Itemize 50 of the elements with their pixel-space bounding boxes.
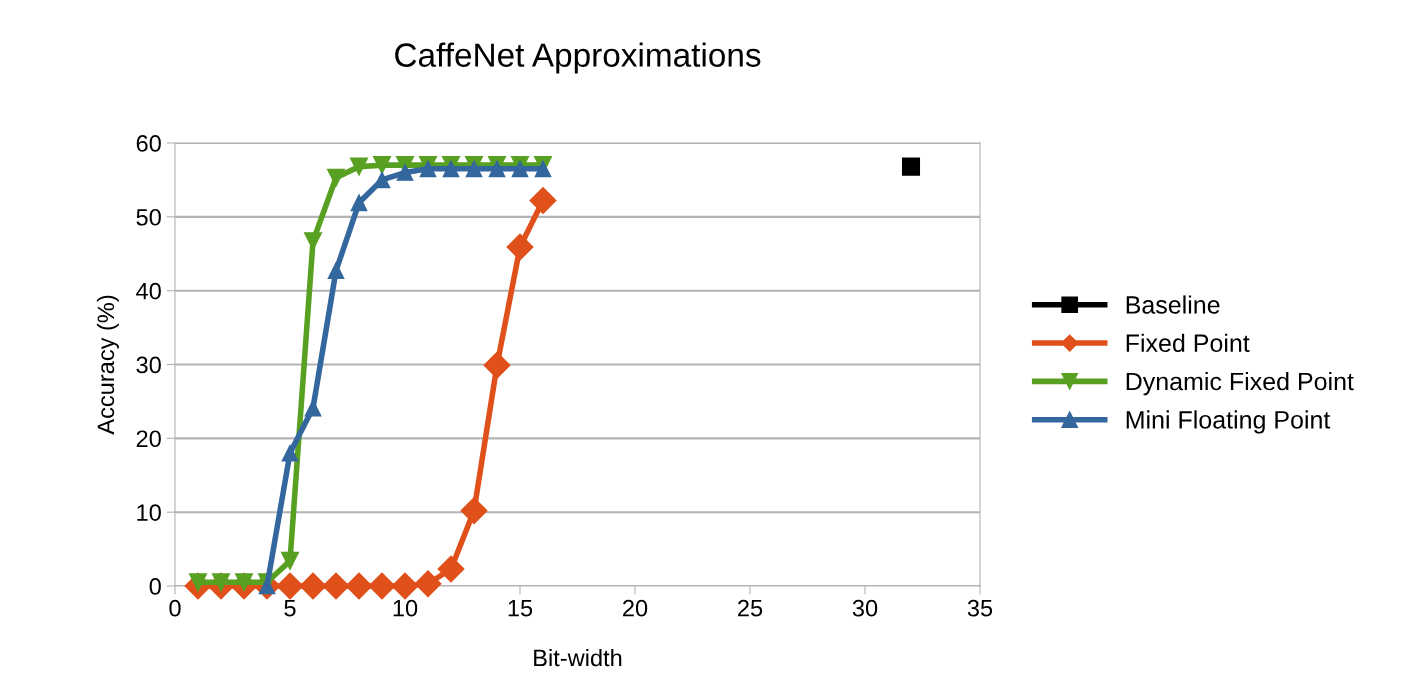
y-axis-title: Accuracy (%): [96, 295, 119, 435]
point: [327, 262, 345, 280]
legend-label: Fixed Point: [1126, 333, 1250, 353]
point: [391, 572, 419, 600]
chart-title: CaffeNet Approximations: [395, 42, 761, 74]
point: [460, 497, 488, 525]
y-tick-label: 30: [136, 356, 161, 374]
point: [281, 444, 299, 462]
point: [372, 156, 392, 175]
point: [349, 157, 369, 176]
point: [901, 157, 921, 176]
point: [368, 572, 396, 600]
y-tick-label: 60: [136, 135, 161, 152]
point: [304, 399, 322, 417]
point: [465, 160, 483, 178]
point: [345, 572, 373, 600]
y-tick-label: 50: [136, 208, 161, 226]
point: [488, 160, 506, 178]
point: [396, 164, 414, 181]
x-tick-label: 30: [852, 599, 878, 617]
x-tick-label: 25: [738, 599, 763, 617]
point: [322, 572, 350, 600]
point: [280, 551, 300, 570]
point: [419, 160, 437, 178]
legend-label: Dynamic Fixed Point: [1126, 372, 1354, 396]
x-axis-title: Bit-width: [534, 648, 622, 667]
x-tick-label: 20: [623, 599, 648, 617]
point: [534, 160, 552, 178]
point: [276, 572, 304, 600]
point: [437, 555, 465, 583]
legend-label: Baseline: [1126, 295, 1220, 314]
x-tick-label: 0: [169, 599, 181, 617]
point: [326, 168, 346, 187]
point: [299, 572, 327, 600]
y-tick-label: 20: [136, 430, 161, 448]
point: [506, 233, 534, 261]
y-tick-label: 0: [149, 578, 161, 595]
x-tick-label: 35: [967, 599, 993, 617]
x-tick-label: 5: [284, 600, 296, 617]
point: [414, 570, 442, 598]
legend-label: Mini Floating Point: [1126, 410, 1331, 434]
y-tick-label: 10: [137, 504, 161, 521]
point: [483, 351, 511, 379]
point: [511, 160, 529, 178]
y-tick-label: 40: [136, 282, 161, 300]
point: [529, 187, 557, 215]
point: [442, 160, 460, 178]
x-tick-label: 15: [508, 600, 533, 617]
point: [350, 194, 368, 212]
x-tick-label: 10: [393, 599, 418, 617]
